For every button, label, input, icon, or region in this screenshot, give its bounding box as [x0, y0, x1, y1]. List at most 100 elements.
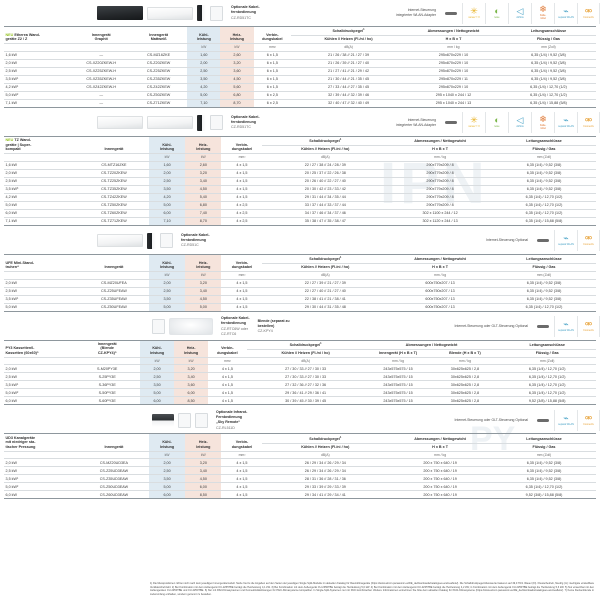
ufe-caption: Optionale Kabel-fernbedienung CZ-RD51C [181, 233, 210, 249]
table-row: 3,5 kW¹ S-36PY3E 3,50 3,60 4 x 1,5 27 / 32 / … [4, 380, 596, 390]
col-heating: Heiz-leistung [185, 136, 222, 155]
row-dims: 290x779x209 / 8 [388, 193, 493, 202]
row-dims: 295x870x229 / 10 [405, 83, 501, 92]
row-cooling: 2,00 [148, 458, 186, 468]
row-cooling: 4,20 [148, 193, 186, 202]
col-cooling: Kühl-leistung [148, 136, 186, 155]
row-heating: 3,20 [185, 169, 222, 178]
row-cooling: 4,20 [187, 83, 221, 92]
connectivity-icon[interactable]: ⚮ Connectiv [577, 2, 600, 24]
row-sound: 22 / 27 / 38 // 24 / 28 / 39 [262, 161, 389, 170]
col-cooling: Kühl-leistung [187, 26, 221, 45]
refrigerant-icon[interactable]: ❄ Kälte-mittel [531, 112, 554, 134]
row-cooling: 6,00 [148, 209, 186, 218]
wlan-icon[interactable]: ⌁ separat WLAN [554, 409, 577, 431]
connectivity-icon[interactable]: ⚮ Connectiv [577, 230, 600, 252]
row-sound: 20 / 30 / 42 // 23 / 33 / 42 [262, 185, 389, 194]
quiet-icon[interactable]: ◐ leise [485, 112, 508, 134]
wlan-icon[interactable]: ⌁ separat WLAN [554, 316, 577, 338]
row-pipes: 6,35 (1/4) / 12,70 (1/2) [498, 380, 596, 390]
row-cable: 4 x 1,5 [221, 303, 263, 312]
unit-sound: dB(A) [262, 153, 389, 162]
row-cooling: 2,00 [148, 279, 186, 288]
row-model-white: CS-Z35ZKEW [129, 75, 188, 84]
wlan-icon[interactable]: ⌁ separat WLAN [554, 112, 577, 134]
row-dims: 302 x 1120 x 244 / 13 [388, 217, 493, 226]
row-dims: 200 x 750 x 640 / 19 [388, 474, 493, 484]
wlan-icon[interactable]: ⌁ separat WLAN [554, 230, 577, 252]
nanoe-x-icon[interactable]: ✳ nanoe™ X [462, 112, 485, 134]
row-pipes: 6,35 (1/4) / 9,52 (3/8) [492, 177, 596, 186]
py3-caption-title: Optionale Kabel-fernbedienung [221, 316, 250, 326]
table-row: 4,2 kW¹ CS-XZ42ZKEW-H CS-Z42ZKEW 4,20 5,60 6 … [4, 83, 596, 92]
row-cooling: 2,00 [148, 169, 186, 178]
col-pipes: Leitungsanschlüsse [492, 433, 596, 444]
airflow-icon-glyph: ◁ [516, 5, 524, 16]
nanoe-x-icon[interactable]: ✳ nanoe™ X [462, 2, 485, 24]
row-cable: 6 x 1,5 [253, 67, 292, 76]
wifi-adapter-icon [531, 410, 554, 431]
wlan-icon-glyph: ⌁ [563, 115, 569, 126]
table-row: 7,1 kW CS-TZ71ZKEW 7,10 8,70 4 x 2,5 35 / 38 … [4, 217, 596, 226]
row-dims: 290x779x209 / 8 [388, 201, 493, 210]
row-cable: 4 x 1,5 [221, 279, 263, 288]
feature-icon-row: Internet-Steuerung integrierter WLAN-Adap… [396, 112, 600, 134]
row-sound: 22 / 27 / 39 // 21 / 27 / 39 [262, 279, 389, 288]
row-capacity: 5,0 kW [4, 201, 79, 210]
table-row: 5,0 kW² S-50PY3E 5,00 6,00 4 x 1,5 29 / 36 / … [4, 388, 596, 398]
col-sound: Schalldruckpegel1 [246, 340, 365, 350]
refrigerant-icon-glyph: ❄ [539, 113, 547, 124]
row-dims: 243x575x575 / 15 [364, 388, 432, 398]
row-model: S-50PY3E [74, 388, 141, 398]
ufe-image-band: Optionale Kabel-fernbedienung CZ-RD51C Int… [0, 228, 600, 254]
row-heating: 8,70 [220, 99, 254, 108]
row-model-graphite: CS-XZ20ZKEW-H [72, 59, 130, 68]
row-dims2: 30x625x625 / 2,8 [431, 364, 499, 374]
row-model-graphite: CS-XZ25ZKEW-H [72, 67, 130, 76]
row-sound: 22 / 27 / 40 // 21 / 27 / 40 [262, 287, 389, 296]
table-row: 5,0 kW CS-TZ50ZKEW 5,00 6,80 4 x 2,5 33 / 37 … [4, 201, 596, 210]
connectivity-icon[interactable]: ⚮ Connectiv [577, 316, 600, 338]
row-dims: 600x750x207 / 13 [388, 303, 493, 312]
row-dims2: 30x625x625 / 2,8 [431, 388, 499, 398]
row-model: CS-Z25UFEAW [78, 287, 149, 296]
tz-caption-model: CZ-RD51TC [231, 125, 251, 130]
row-cooling: 2,50 [140, 372, 175, 382]
row-model: CS-TZ42ZKEW [78, 193, 149, 202]
row-cable: 4 x 2,5 [221, 201, 263, 210]
connectivity-icon[interactable]: ⚮ Connectiv [577, 112, 600, 134]
tz-white-unit-image [97, 116, 143, 130]
refrigerant-icon[interactable]: ❄ Kälte-mittel [531, 2, 554, 24]
row-cooling: 2,50 [187, 67, 221, 76]
airflow-icon[interactable]: ◁ Airflow [508, 112, 531, 134]
refrigerant-icon-label: Kälte-mittel [539, 14, 547, 20]
row-pipes: 9,52 (3/8) / 15,88 (5/8) [498, 396, 596, 406]
row-cable: 4 x 1,5 [208, 372, 247, 382]
table-row: 3,5 kW¹ CS-XZ35ZKEW-H CS-Z35ZKEW 3,50 4,50 6 … [4, 75, 596, 84]
unit-pipes: mm (Zoll) [492, 153, 596, 162]
unit-sound: dB(A) [246, 357, 365, 366]
row-cooling: 2,00 [187, 59, 221, 68]
quiet-icon[interactable]: ◐ leise [485, 2, 508, 24]
unit-dims: mm / kg [388, 451, 493, 460]
unit-pipes: mm (Zoll) [500, 43, 596, 52]
wlan-icon[interactable]: ⌁ separat WLAN [554, 2, 577, 24]
table-row: 3,5 kW³ CS-TZ35ZKEW 3,50 4,50 4 x 1,5 20 / 30… [4, 185, 596, 194]
row-model: CS-TZ20ZKEW [78, 169, 149, 178]
row-dims: 200 x 750 x 640 / 19 [388, 466, 493, 476]
row-dims2: 30x625x625 / 2,8 [431, 380, 499, 390]
col-cable: Verbin-dungskabel [221, 136, 263, 155]
col-dims-sub-panel: Blende (H x B x T) [431, 349, 499, 358]
col-sound: Schalldruckpegel1 [262, 433, 389, 444]
etherea-caption-model: CZ-RD51TC [231, 15, 251, 20]
tz-section-title: NEU TZ Wand-geräte | Super-kompakt [4, 136, 79, 155]
row-capacity: 5,0 kW² [4, 482, 79, 492]
row-sound: 29 / 31 / 44 // 34 / 35 / 44 [262, 193, 389, 202]
row-pipes: 9,52 (3/8) / 15,88 (5/8) [492, 490, 596, 500]
airflow-icon[interactable]: ◁ Airflow [508, 2, 531, 24]
connectivity-icon[interactable]: ⚮ Connectiv [577, 409, 600, 431]
row-model: CS-Z60UD3EAW [78, 490, 149, 500]
row-dims: 600x750x207 / 13 [388, 295, 493, 304]
row-capacity: 3,5 kW³ [4, 185, 79, 194]
quiet-icon-label: leise [494, 125, 500, 129]
